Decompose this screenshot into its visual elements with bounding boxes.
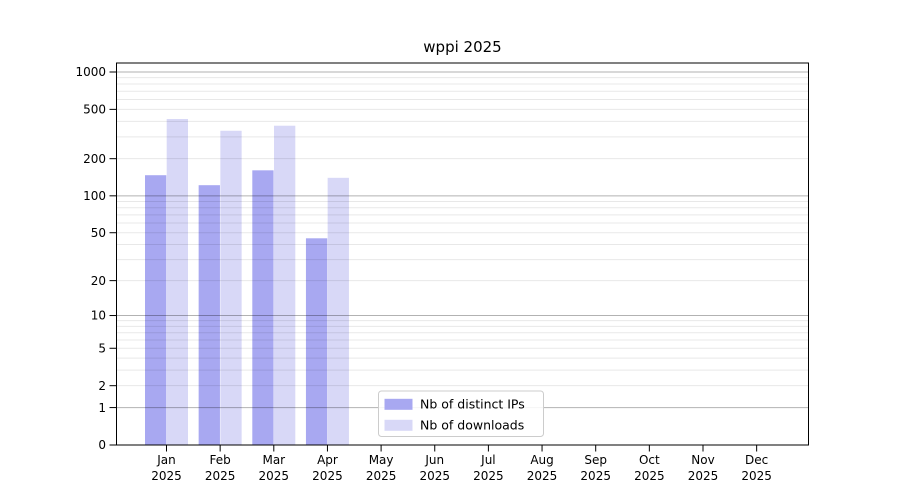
- x-tick-label-year: 2025: [527, 469, 558, 483]
- x-tick-label-month: Jun: [424, 453, 444, 467]
- bar: [145, 175, 167, 445]
- x-tick-label-month: May: [369, 453, 394, 467]
- plot-border: [116, 62, 809, 446]
- x-tick-label-month: Sep: [584, 453, 607, 467]
- x-tick-label-year: 2025: [366, 469, 397, 483]
- bar: [220, 130, 242, 446]
- x-tick-label-month: Dec: [745, 453, 768, 467]
- chart-title: wppi 2025: [423, 38, 501, 56]
- bar: [327, 177, 349, 445]
- x-tick-label-year: 2025: [634, 469, 665, 483]
- x-tick-label-month: Mar: [262, 453, 285, 467]
- x-tick-label-year: 2025: [741, 469, 772, 483]
- y-tick-label: 1: [98, 401, 106, 415]
- bars-layer: [145, 119, 349, 446]
- x-tick-label-month: Oct: [639, 453, 660, 467]
- x-tick-label-year: 2025: [580, 469, 611, 483]
- x-tick-label-year: 2025: [688, 469, 719, 483]
- legend-box: [378, 390, 544, 437]
- y-tick-label: 100: [83, 189, 106, 203]
- x-tick-label-month: Jul: [480, 453, 495, 467]
- y-tick-label: 0: [98, 438, 106, 452]
- legend-swatch: [384, 398, 413, 410]
- y-tick-label: 10: [91, 309, 106, 323]
- y-tick-label: 200: [83, 152, 106, 166]
- x-tick-label-year: 2025: [259, 469, 290, 483]
- bar: [274, 125, 296, 445]
- y-tick-label: 50: [91, 226, 106, 240]
- axes-layer: 0 1 2 5 10 20 50 100 200 500 1000 Jan 2025 Feb 2025 Mar…: [75, 62, 809, 483]
- bar: [166, 119, 188, 445]
- x-tick-label-year: 2025: [312, 469, 343, 483]
- x-tick-label-month: Feb: [210, 453, 231, 467]
- bar: [198, 185, 220, 445]
- bar: [252, 170, 274, 446]
- x-tick-label-month: Nov: [691, 453, 714, 467]
- x-tick-label-month: Aug: [530, 453, 553, 467]
- x-tick-label-year: 2025: [151, 469, 182, 483]
- y-tick-label: 20: [91, 274, 106, 288]
- y-tick-label: 5: [98, 341, 106, 355]
- x-tick-label-year: 2025: [473, 469, 504, 483]
- x-tick-label-year: 2025: [419, 469, 450, 483]
- x-tick-label-year: 2025: [205, 469, 236, 483]
- bar: [305, 238, 328, 445]
- legend-label: Nb of distinct IPs: [420, 397, 525, 412]
- legend-label: Nb of downloads: [420, 418, 524, 433]
- gridlines-layer: [116, 71, 809, 409]
- legend: Nb of distinct IPs Nb of downloads: [378, 390, 544, 437]
- y-tick-label: 2: [98, 379, 106, 393]
- y-tick-label: 500: [83, 103, 106, 117]
- y-tick-label: 1000: [75, 65, 106, 79]
- x-tick-label-month: Apr: [317, 453, 338, 467]
- x-tick-label-month: Jan: [156, 453, 176, 467]
- legend-swatch: [384, 419, 413, 431]
